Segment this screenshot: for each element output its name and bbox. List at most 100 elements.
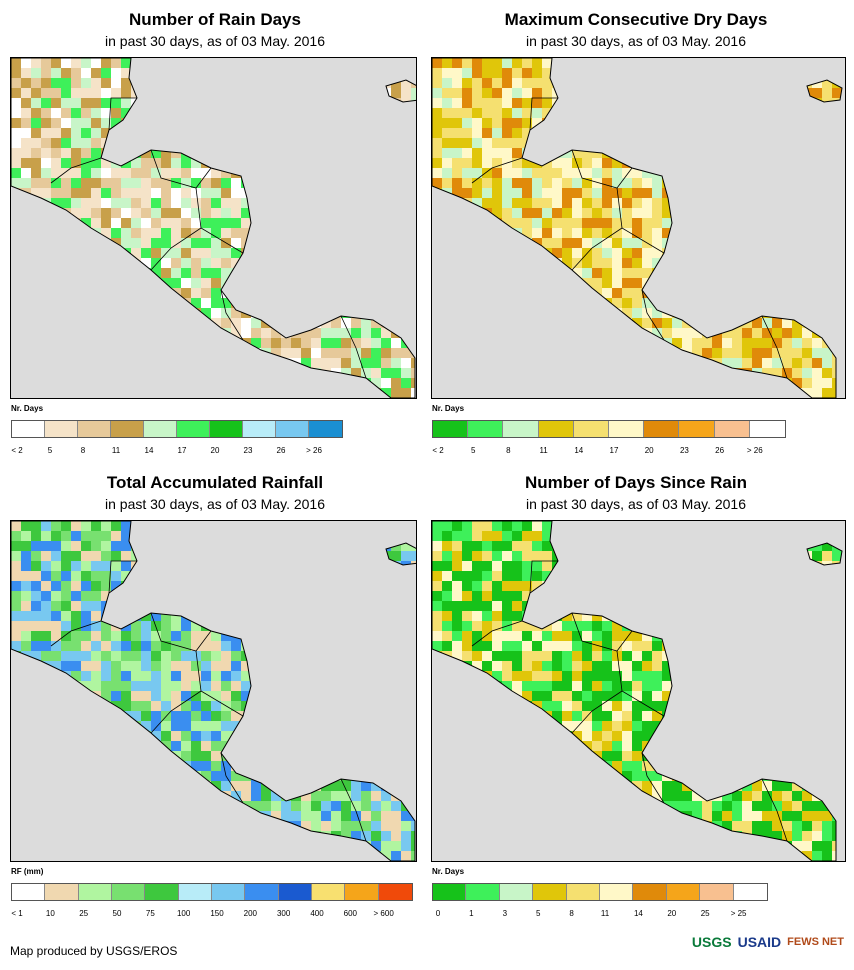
map-grid — [432, 58, 842, 398]
legend-swatch — [111, 421, 144, 437]
legend-swatch — [145, 884, 179, 900]
legend-tick-label: 23 — [243, 446, 253, 455]
map — [10, 520, 417, 862]
logo-strip: USGS USAID FEWS NET — [692, 934, 844, 950]
legend-tick-label: 10 — [45, 909, 55, 918]
legend-swatch — [311, 884, 346, 900]
country-border — [220, 752, 244, 804]
legend-tick-label: 400 — [310, 909, 324, 918]
map — [431, 57, 846, 399]
legend-tick-label: 26 — [276, 446, 286, 455]
country-border — [340, 778, 367, 842]
country-border — [761, 778, 788, 842]
legend-swatch — [45, 421, 78, 437]
panel-title: Number of Days Since Rain — [524, 473, 747, 492]
legend-swatch — [503, 421, 539, 437]
country-border — [529, 97, 558, 131]
legend-tick-label: > 26 — [746, 446, 763, 455]
legend-ticks: < 1 10 25 50 75 100 150 200 300 400 600 > 600 — [11, 909, 411, 921]
panel-total-rainfall: Total Accumulated Rainfall in past 30 da… — [5, 463, 425, 923]
country-border — [150, 690, 202, 734]
panel-days-since-rain: Number of Days Since Rain in past 30 day… — [426, 463, 846, 923]
legend-swatch — [378, 884, 412, 900]
legend-tick-label: 20 — [644, 446, 654, 455]
country-border — [641, 752, 665, 804]
panel-title: Total Accumulated Rainfall — [106, 473, 324, 492]
country-border — [641, 289, 665, 341]
country-border — [571, 612, 633, 652]
legend-swatch — [644, 421, 680, 437]
country-border — [471, 620, 523, 647]
legend-swatch — [633, 884, 667, 900]
legend-tick-label: 11 — [600, 909, 610, 918]
legend-swatch — [144, 421, 177, 437]
legend-bar — [11, 883, 413, 901]
legend-swatch — [733, 884, 768, 900]
panel-subtitle: in past 30 days, as of 03 May. 2016 — [526, 496, 746, 512]
legend-swatch — [714, 421, 750, 437]
coastline — [806, 79, 843, 103]
legend-tick-label: 14 — [574, 446, 584, 455]
country-border — [220, 289, 244, 341]
legend-swatch — [533, 884, 567, 900]
legend-swatch — [177, 421, 210, 437]
country-border — [571, 227, 623, 271]
panel-subtitle: in past 30 days, as of 03 May. 2016 — [526, 33, 746, 49]
usaid-logo: USAID — [737, 934, 782, 950]
legend-tick-label: 14 — [144, 446, 154, 455]
legend-tick-label: 600 — [343, 909, 358, 918]
legend-swatch — [679, 421, 715, 437]
legend-tick-label: 50 — [112, 909, 122, 918]
legend-tick-label: 300 — [276, 909, 291, 918]
map-grid — [432, 521, 842, 861]
legend-swatch — [111, 884, 146, 900]
country-border — [50, 157, 102, 184]
country-border — [108, 560, 137, 594]
legend-swatch — [243, 421, 276, 437]
legend-tick-label: 150 — [210, 909, 224, 918]
legend-tick-label: 25 — [79, 909, 89, 918]
legend-swatch — [276, 421, 309, 437]
legend-tick-label: 1 — [469, 909, 474, 918]
legend-bar — [432, 883, 768, 901]
map-svg — [11, 521, 416, 861]
country-border — [471, 157, 523, 184]
coastline — [385, 542, 416, 566]
legend-swatch — [211, 884, 246, 900]
legend-tick-label: 5 — [470, 446, 476, 455]
country-border — [529, 560, 558, 594]
panel-rain-days: Number of Rain Days in past 30 days, as … — [5, 0, 425, 460]
legend-tick-label: 0 — [435, 909, 441, 918]
legend-swatch — [433, 884, 467, 900]
legend-swatch — [468, 421, 504, 437]
legend-tick-label: 5 — [535, 909, 541, 918]
country-border — [150, 227, 202, 271]
legend-swatch — [278, 884, 312, 900]
legend-tick-label: < 2 — [432, 446, 444, 455]
legend-tick-label: 3 — [502, 909, 508, 918]
legend-swatch — [466, 884, 500, 900]
legend-swatch — [309, 421, 342, 437]
legend-swatch — [78, 421, 111, 437]
legend-tick-label: 17 — [609, 446, 619, 455]
legend-label: RF (mm) — [11, 867, 44, 876]
legend-label: Nr. Days — [432, 404, 465, 413]
map-credit: Map produced by USGS/EROS — [10, 944, 178, 958]
country-border — [150, 149, 212, 189]
legend-tick-label: 20 — [667, 909, 677, 918]
legend-tick-label: 100 — [176, 909, 191, 918]
legend-swatch — [178, 884, 212, 900]
country-border — [571, 690, 623, 734]
legend-ticks: 0 1 3 5 8 11 14 20 25 > 25 — [432, 909, 766, 921]
panel-subtitle: in past 30 days, as of 03 May. 2016 — [105, 33, 325, 49]
legend-swatch — [433, 421, 469, 437]
panel-max-dry-days: Maximum Consecutive Dry Days in past 30 … — [426, 0, 846, 460]
legend-tick-label: 75 — [145, 909, 155, 918]
legend-swatch — [245, 884, 279, 900]
legend-bar — [11, 420, 343, 438]
legend-tick-label: < 1 — [11, 909, 23, 918]
legend-swatch — [345, 884, 379, 900]
legend-tick-label: > 25 — [730, 909, 747, 918]
legend-tick-label: 17 — [177, 446, 187, 455]
legend-bar — [432, 420, 786, 438]
